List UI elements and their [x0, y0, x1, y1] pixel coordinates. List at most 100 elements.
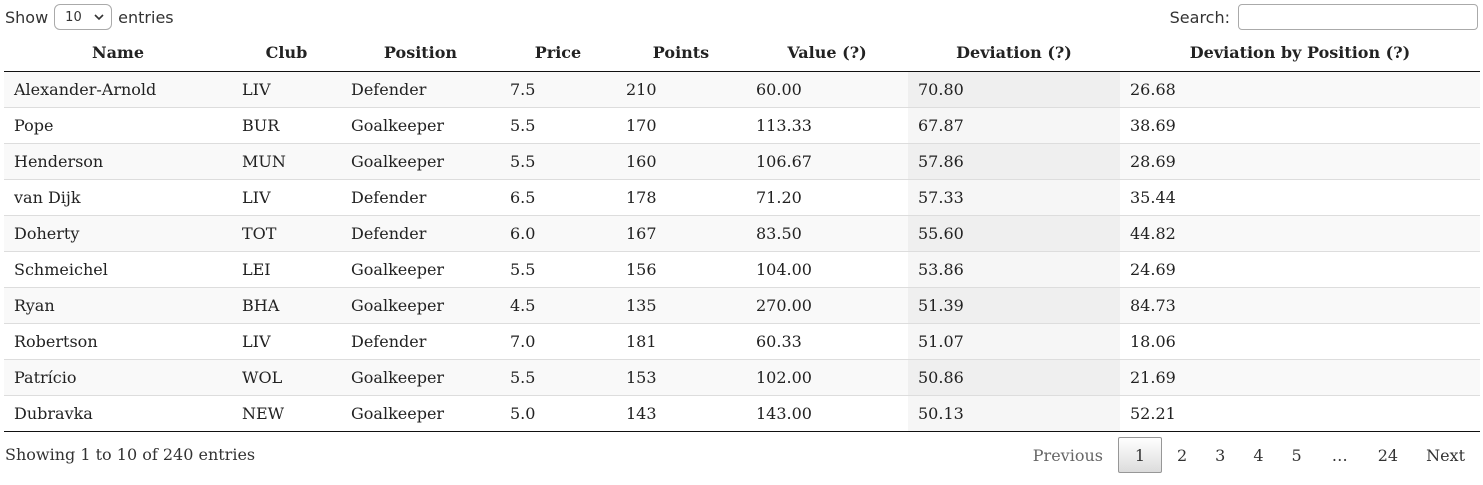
- cell-deviation-by-position: 52.21: [1120, 394, 1480, 432]
- cell-price: 7.5: [500, 71, 616, 107]
- table-row: Henderson MUN Goalkeeper 5.5 160 106.67 57.86 2…: [4, 142, 1480, 179]
- table-row: Ryan BHA Goalkeeper 4.5 135 270.00 51.39 84.73: [4, 286, 1480, 323]
- cell-deviation: 67.87: [908, 106, 1120, 143]
- table-controls-bottom: Showing 1 to 10 of 240 entries Previous …: [5, 436, 1478, 474]
- cell-price: 5.5: [500, 250, 616, 287]
- table-controls-top: Show 10 entries Search:: [5, 3, 1478, 31]
- column-header-points[interactable]: Points: [616, 35, 746, 72]
- cell-name: Pope: [4, 106, 232, 143]
- cell-deviation-by-position: 21.69: [1120, 358, 1480, 395]
- cell-position: Goalkeeper: [341, 142, 500, 179]
- cell-club: LIV: [232, 71, 341, 107]
- pagination-ellipsis: …: [1331, 445, 1348, 465]
- cell-deviation-by-position: 24.69: [1120, 250, 1480, 287]
- cell-price: 5.5: [500, 142, 616, 179]
- cell-name: Ryan: [4, 286, 232, 323]
- cell-deviation-by-position: 18.06: [1120, 322, 1480, 359]
- cell-points: 170: [616, 106, 746, 143]
- column-header-price[interactable]: Price: [500, 35, 616, 72]
- cell-deviation-by-position: 28.69: [1120, 142, 1480, 179]
- table-row: Alexander-Arnold LIV Defender 7.5 210 60.00 70…: [4, 71, 1480, 107]
- cell-position: Goalkeeper: [341, 106, 500, 143]
- cell-position: Goalkeeper: [341, 358, 500, 395]
- cell-points: 143: [616, 394, 746, 432]
- pagination: Previous 1 2 3 4 5 … 24 Next: [1018, 436, 1478, 474]
- cell-position: Defender: [341, 71, 500, 107]
- table-row: Schmeichel LEI Goalkeeper 5.5 156 104.00 53.86…: [4, 250, 1480, 287]
- cell-points: 153: [616, 358, 746, 395]
- cell-deviation: 53.86: [908, 250, 1120, 287]
- page-button-3[interactable]: 3: [1215, 445, 1226, 465]
- page-number-list: 1 2 3 4 5 … 24: [1116, 437, 1411, 473]
- cell-deviation: 50.86: [908, 358, 1120, 395]
- next-page-button[interactable]: Next: [1426, 445, 1465, 465]
- cell-deviation-by-position: 84.73: [1120, 286, 1480, 323]
- cell-club: BUR: [232, 106, 341, 143]
- cell-position: Defender: [341, 322, 500, 359]
- page-button-24[interactable]: 24: [1377, 445, 1399, 465]
- cell-price: 5.5: [500, 106, 616, 143]
- cell-name: Dubravka: [4, 394, 232, 432]
- cell-points: 178: [616, 178, 746, 215]
- show-label: Show: [5, 7, 49, 27]
- column-header-deviation[interactable]: Deviation (?): [908, 35, 1120, 72]
- entries-per-page-value: 10: [65, 9, 82, 25]
- cell-position: Goalkeeper: [341, 250, 500, 287]
- entries-label: entries: [118, 7, 174, 27]
- cell-name: Robertson: [4, 322, 232, 359]
- cell-price: 5.5: [500, 358, 616, 395]
- cell-value: 106.67: [746, 142, 908, 179]
- cell-name: van Dijk: [4, 178, 232, 215]
- table-row: Patrício WOL Goalkeeper 5.5 153 102.00 50.86 21…: [4, 358, 1480, 395]
- entries-length-control: Show 10 entries: [5, 3, 174, 31]
- cell-position: Defender: [341, 178, 500, 215]
- cell-club: MUN: [232, 142, 341, 179]
- table-row: Doherty TOT Defender 6.0 167 83.50 55.60 44.82: [4, 214, 1480, 251]
- page-button-2[interactable]: 2: [1176, 445, 1188, 465]
- cell-deviation-by-position: 26.68: [1120, 71, 1480, 107]
- cell-club: LIV: [232, 322, 341, 359]
- cell-club: WOL: [232, 358, 341, 395]
- page-button-5[interactable]: 5: [1291, 445, 1302, 465]
- cell-price: 4.5: [500, 286, 616, 323]
- cell-value: 143.00: [746, 394, 908, 432]
- cell-deviation: 70.80: [908, 71, 1120, 107]
- cell-deviation: 57.86: [908, 142, 1120, 179]
- chevron-down-icon: [94, 14, 104, 21]
- cell-name: Schmeichel: [4, 250, 232, 287]
- table-row: Robertson LIV Defender 7.0 181 60.33 51.07 18.0…: [4, 322, 1480, 359]
- cell-deviation-by-position: 35.44: [1120, 178, 1480, 215]
- column-header-deviation-by-position[interactable]: Deviation by Position (?): [1120, 35, 1480, 72]
- cell-name: Alexander-Arnold: [4, 71, 232, 107]
- cell-value: 270.00: [746, 286, 908, 323]
- cell-value: 113.33: [746, 106, 908, 143]
- page-button-current[interactable]: 1: [1117, 437, 1162, 473]
- cell-position: Goalkeeper: [341, 286, 500, 323]
- table-row: Dubravka NEW Goalkeeper 5.0 143 143.00 50.13 52…: [4, 394, 1480, 432]
- cell-deviation: 51.07: [908, 322, 1120, 359]
- cell-position: Goalkeeper: [341, 394, 500, 432]
- search-label: Search:: [1169, 7, 1230, 27]
- cell-deviation: 55.60: [908, 214, 1120, 251]
- search-control: Search:: [1170, 3, 1478, 31]
- cell-value: 71.20: [746, 178, 908, 215]
- cell-price: 5.0: [500, 394, 616, 432]
- cell-name: Henderson: [4, 142, 232, 179]
- column-header-club[interactable]: Club: [232, 35, 341, 72]
- cell-deviation: 50.13: [908, 394, 1120, 432]
- cell-value: 102.00: [746, 358, 908, 395]
- cell-price: 7.0: [500, 322, 616, 359]
- cell-deviation-by-position: 44.82: [1120, 214, 1480, 251]
- table-header-row: Name Club Position Price Points Value (?) Devi…: [4, 35, 1480, 72]
- column-header-value[interactable]: Value (?): [746, 35, 908, 72]
- column-header-position[interactable]: Position: [341, 35, 500, 72]
- table-row: van Dijk LIV Defender 6.5 178 71.20 57.33 35.44: [4, 178, 1480, 215]
- players-table: Name Club Position Price Points Value (?) Devi…: [4, 35, 1480, 432]
- search-input[interactable]: [1238, 4, 1478, 30]
- previous-page-button[interactable]: Previous: [1032, 445, 1103, 465]
- column-header-name[interactable]: Name: [4, 35, 232, 72]
- cell-points: 156: [616, 250, 746, 287]
- page-button-4[interactable]: 4: [1253, 445, 1264, 465]
- cell-club: LIV: [232, 178, 341, 215]
- entries-per-page-select[interactable]: 10: [54, 4, 113, 30]
